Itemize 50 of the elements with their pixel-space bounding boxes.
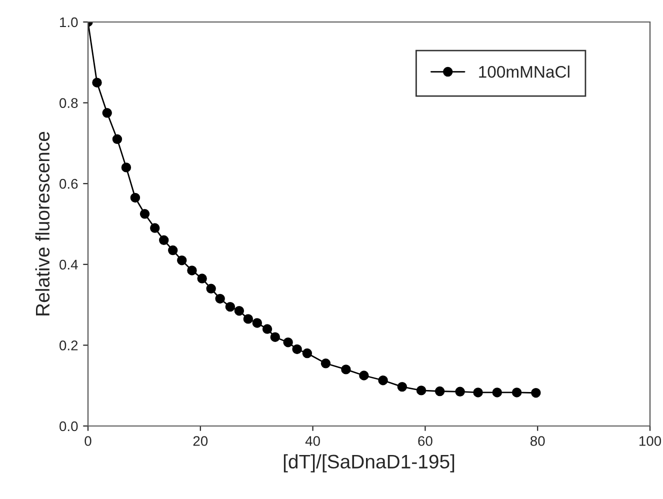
point [512, 388, 522, 398]
point [378, 375, 388, 386]
point [397, 382, 408, 392]
point [92, 78, 102, 88]
point [112, 134, 122, 144]
point [168, 245, 178, 256]
point [320, 358, 331, 368]
y-tick-label: 0.8 [60, 98, 78, 108]
point [206, 284, 216, 294]
point [292, 344, 302, 354]
y-tick-label: 0.2 [60, 340, 78, 350]
point [434, 386, 445, 396]
point [252, 318, 262, 328]
x-tick-label: 20 [193, 436, 208, 446]
y-tick-label: 0.6 [60, 178, 78, 189]
x-tick-label: 0 [84, 436, 92, 446]
x-tick-label: 100 [639, 436, 662, 446]
point [302, 348, 312, 358]
point [359, 370, 369, 380]
point [187, 266, 197, 276]
y-tick-label: 1.0 [60, 17, 78, 28]
point [243, 314, 254, 324]
point [455, 386, 465, 397]
point [150, 223, 160, 233]
y-axis-title: Relative fluorescence [35, 132, 50, 316]
legend-label: 100mMNaCl [479, 66, 570, 78]
point [121, 162, 132, 172]
point [197, 274, 207, 284]
point [215, 294, 225, 304]
point [234, 306, 244, 316]
y-tick-label: 0.0 [60, 421, 78, 432]
point [225, 302, 236, 312]
point [262, 324, 272, 334]
point [130, 192, 140, 203]
point [416, 386, 426, 396]
point [531, 388, 541, 398]
y-tick-label: 0.4 [60, 260, 78, 270]
point [492, 388, 502, 398]
point [159, 235, 169, 246]
point [176, 256, 187, 266]
point [102, 108, 112, 118]
point [283, 338, 293, 348]
point [270, 332, 280, 342]
x-axis-title: [dT]/[SaDnaD1-195] [284, 454, 454, 472]
point [473, 388, 483, 398]
x-tick-label: 60 [418, 436, 432, 446]
point [341, 364, 351, 374]
point [140, 209, 150, 219]
x-tick-label: 40 [305, 436, 320, 446]
x-tick-label: 80 [530, 436, 545, 446]
